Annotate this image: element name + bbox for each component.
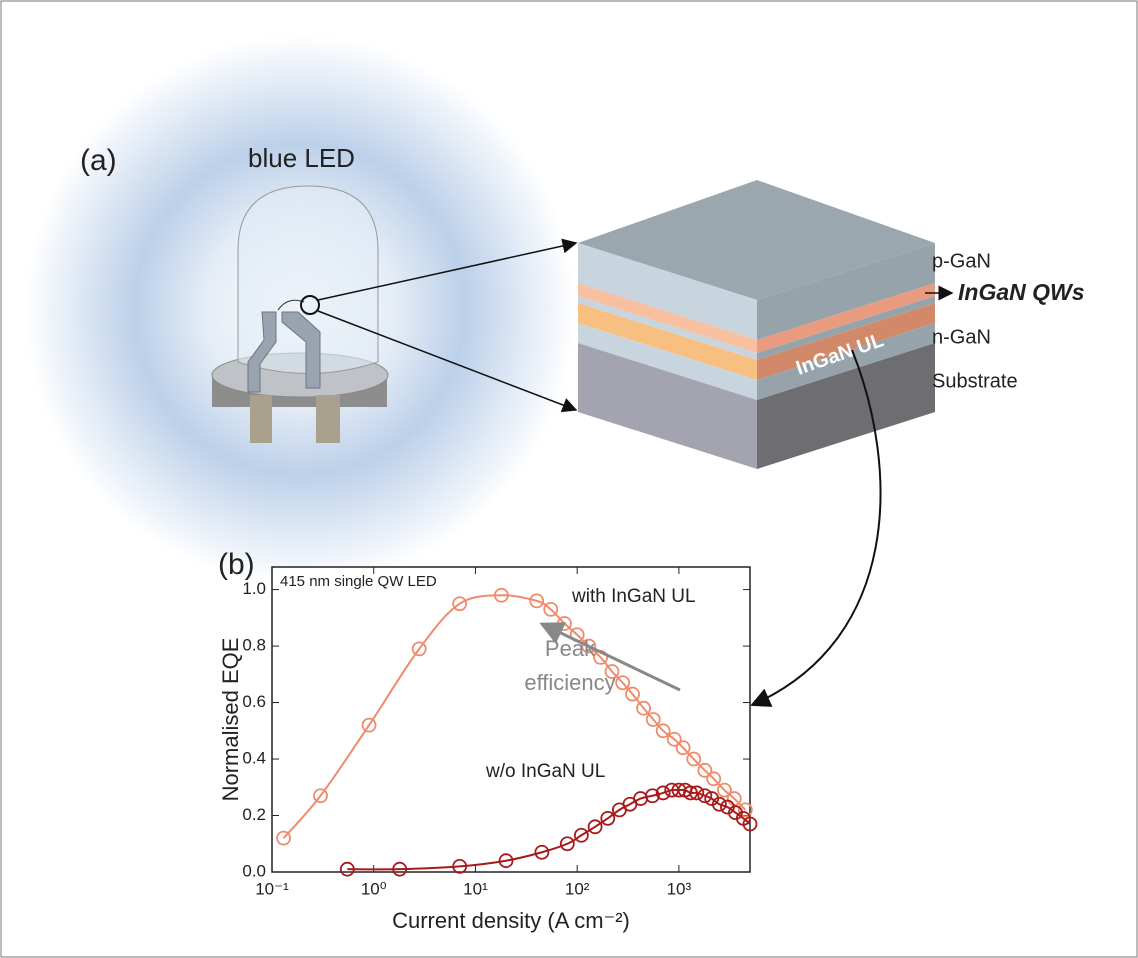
series-label: w/o InGaN UL	[485, 761, 605, 782]
x-tick-label: 10³	[667, 879, 692, 898]
y-tick-label: 0.4	[242, 749, 266, 768]
annotation: Peak	[545, 636, 596, 661]
series-label: with InGaN UL	[571, 586, 696, 607]
y-tick-label: 0.0	[242, 861, 266, 880]
y-tick-label: 0.6	[242, 692, 266, 711]
layer-label: n-GaN	[932, 326, 991, 348]
y-tick-label: 0.2	[242, 805, 266, 824]
panel-label: (a)	[80, 144, 117, 177]
panel-label: (b)	[218, 548, 255, 581]
chart: (b) 0.0 0.2 0.4 0.6 0.8 1.0 10⁻¹ 10⁰ 10¹ 10² 10³ Cur…	[218, 548, 757, 933]
layer-label: p-GaN	[932, 250, 991, 272]
x-tick-label: 10²	[565, 879, 590, 898]
plot-area	[272, 567, 750, 872]
x-tick-label: 10¹	[463, 879, 488, 898]
y-tick-label: 0.8	[242, 636, 266, 655]
y-axis-label: Normalised EQE	[218, 638, 243, 802]
chart-title: 415 nm single QW LED	[280, 573, 437, 590]
x-tick-label: 10⁰	[361, 879, 387, 898]
layer-cube	[578, 180, 935, 469]
layer-label: InGaN QWs	[958, 279, 1085, 305]
figure: (a) blue LED p-GaN InGaN QWs n-GaN Subst…	[0, 0, 1138, 958]
x-axis-label: Current density (A cm⁻²)	[392, 908, 630, 933]
layer-label: Substrate	[932, 370, 1018, 392]
y-tick-label: 1.0	[242, 579, 266, 598]
led-label: blue LED	[248, 143, 355, 173]
annotation: efficiency	[524, 670, 615, 695]
x-tick-label: 10⁻¹	[255, 879, 289, 898]
